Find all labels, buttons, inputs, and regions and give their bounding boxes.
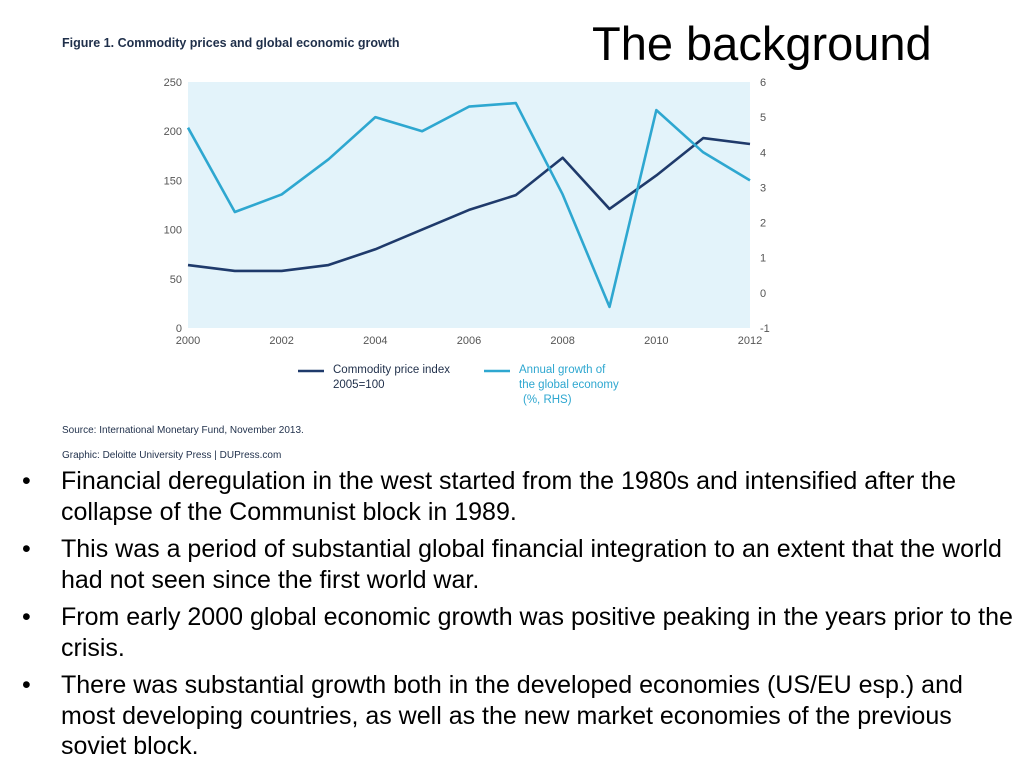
bullet-item: • This was a period of substantial global…: [18, 534, 1018, 595]
graphic-credit: Graphic: Deloitte University Press | DUP…: [62, 450, 282, 461]
bullet-icon: •: [22, 467, 31, 495]
bullet-text: From early 2000 global economic growth w…: [61, 603, 1013, 662]
y-right-tick-label: 3: [760, 182, 766, 194]
figure-caption: Figure 1. Commodity prices and global ec…: [62, 36, 400, 50]
bullet-item: • Financial deregulation in the west star…: [18, 466, 1018, 527]
bullet-text: There was substantial growth both in the…: [61, 671, 963, 760]
y-left-tick-label: 250: [164, 77, 182, 89]
y-left-tick-label: 50: [170, 274, 182, 286]
chart-svg: 0 50 100 150 200 250 -1 0 1 2 3 4 5 6 2000 2002 2004 2006…: [164, 77, 770, 406]
y-right-tick-label: 4: [760, 147, 766, 159]
y-left-tick-label: 150: [164, 175, 182, 187]
bullet-icon: •: [22, 603, 31, 631]
series-line-2: [186, 101, 751, 309]
bullet-icon: •: [22, 671, 31, 699]
bullet-icon: •: [22, 535, 31, 563]
y-left-tick-label: 200: [164, 126, 182, 138]
legend-label: 2005=100: [333, 379, 385, 391]
x-tick-label: 2012: [738, 335, 762, 347]
x-tick-label: 2006: [457, 335, 481, 347]
bullet-list: • Financial deregulation in the west star…: [18, 466, 1018, 769]
x-tick-label: 2000: [176, 335, 200, 347]
source-note: Source: International Monetary Fund, Nov…: [62, 425, 304, 436]
x-tick-label: 2004: [363, 335, 387, 347]
y-left-tick-label: 100: [164, 225, 182, 237]
legend-label: the global economy: [519, 379, 619, 391]
x-tick-label: 2002: [269, 335, 293, 347]
bullet-text: Financial deregulation in the west start…: [61, 467, 956, 526]
legend-label: (%, RHS): [523, 394, 572, 406]
y-right-tick-label: 2: [760, 218, 766, 230]
legend-label: Commodity price index: [333, 364, 450, 376]
y-right-tick-label: 6: [760, 77, 766, 89]
bullet-text: This was a period of substantial global …: [61, 535, 1002, 594]
y-right-tick-label: -1: [760, 323, 770, 335]
y-right-tick-label: 0: [760, 288, 766, 300]
slide-title: The background: [592, 17, 932, 70]
x-tick-label: 2010: [644, 335, 668, 347]
y-right-tick-label: 1: [760, 253, 766, 265]
series-line-1: [187, 136, 751, 273]
bullet-item: • There was substantial growth both in th…: [18, 670, 1018, 762]
x-tick-label: 2008: [550, 335, 574, 347]
bullet-item: • From early 2000 global economic growth …: [18, 602, 1018, 663]
plot-area: [188, 82, 750, 328]
y-left-tick-label: 0: [176, 323, 182, 335]
chart: 0 50 100 150 200 250 -1 0 1 2 3 4 5 6 2000 2002 2004 2006…: [164, 77, 770, 406]
y-right-tick-label: 5: [760, 112, 766, 124]
legend-label: Annual growth of: [519, 364, 606, 376]
